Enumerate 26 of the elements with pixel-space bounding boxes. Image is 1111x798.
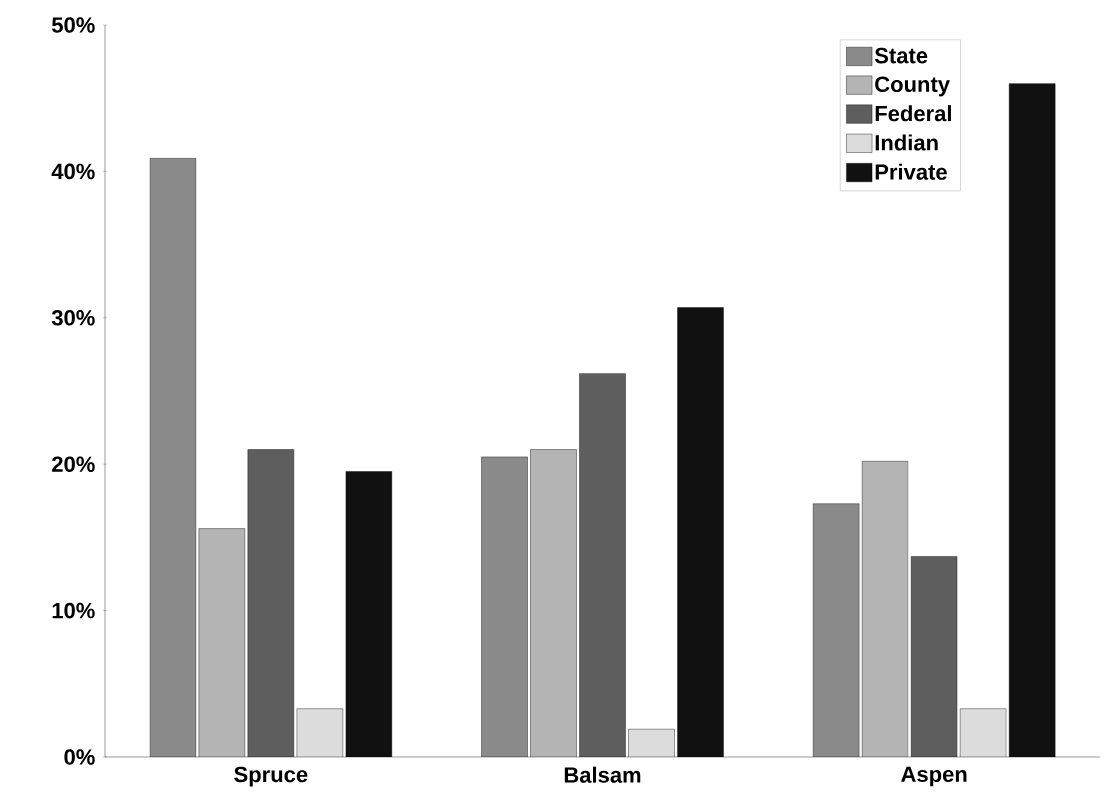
x-tick-label: Balsam bbox=[564, 766, 641, 783]
y-tick-label: 40% bbox=[51, 163, 95, 180]
bar bbox=[198, 528, 245, 757]
bar bbox=[530, 449, 577, 757]
bar bbox=[579, 373, 626, 757]
legend-label: County bbox=[875, 76, 950, 97]
legend-label: Indian bbox=[875, 134, 938, 151]
bar bbox=[812, 503, 860, 757]
bar bbox=[247, 449, 294, 757]
y-tick-label: 30% bbox=[51, 309, 95, 326]
y-tick-label: 10% bbox=[52, 602, 95, 619]
x-tick-label: Aspen bbox=[901, 766, 967, 787]
y-tick-label: 50% bbox=[51, 17, 95, 33]
legend-label: State bbox=[874, 47, 928, 64]
bar bbox=[296, 708, 343, 757]
bar bbox=[910, 556, 958, 757]
bar bbox=[628, 729, 675, 757]
bar bbox=[481, 456, 528, 757]
legend-label: Private bbox=[875, 163, 947, 180]
bar bbox=[959, 708, 1007, 757]
x-tick-label: Spruce bbox=[234, 766, 308, 787]
bar bbox=[149, 158, 196, 757]
legend-label: Federal bbox=[875, 105, 951, 122]
bar bbox=[861, 461, 909, 757]
y-tick-label: 0% bbox=[64, 749, 95, 765]
y-tick-label: 20% bbox=[52, 456, 95, 472]
